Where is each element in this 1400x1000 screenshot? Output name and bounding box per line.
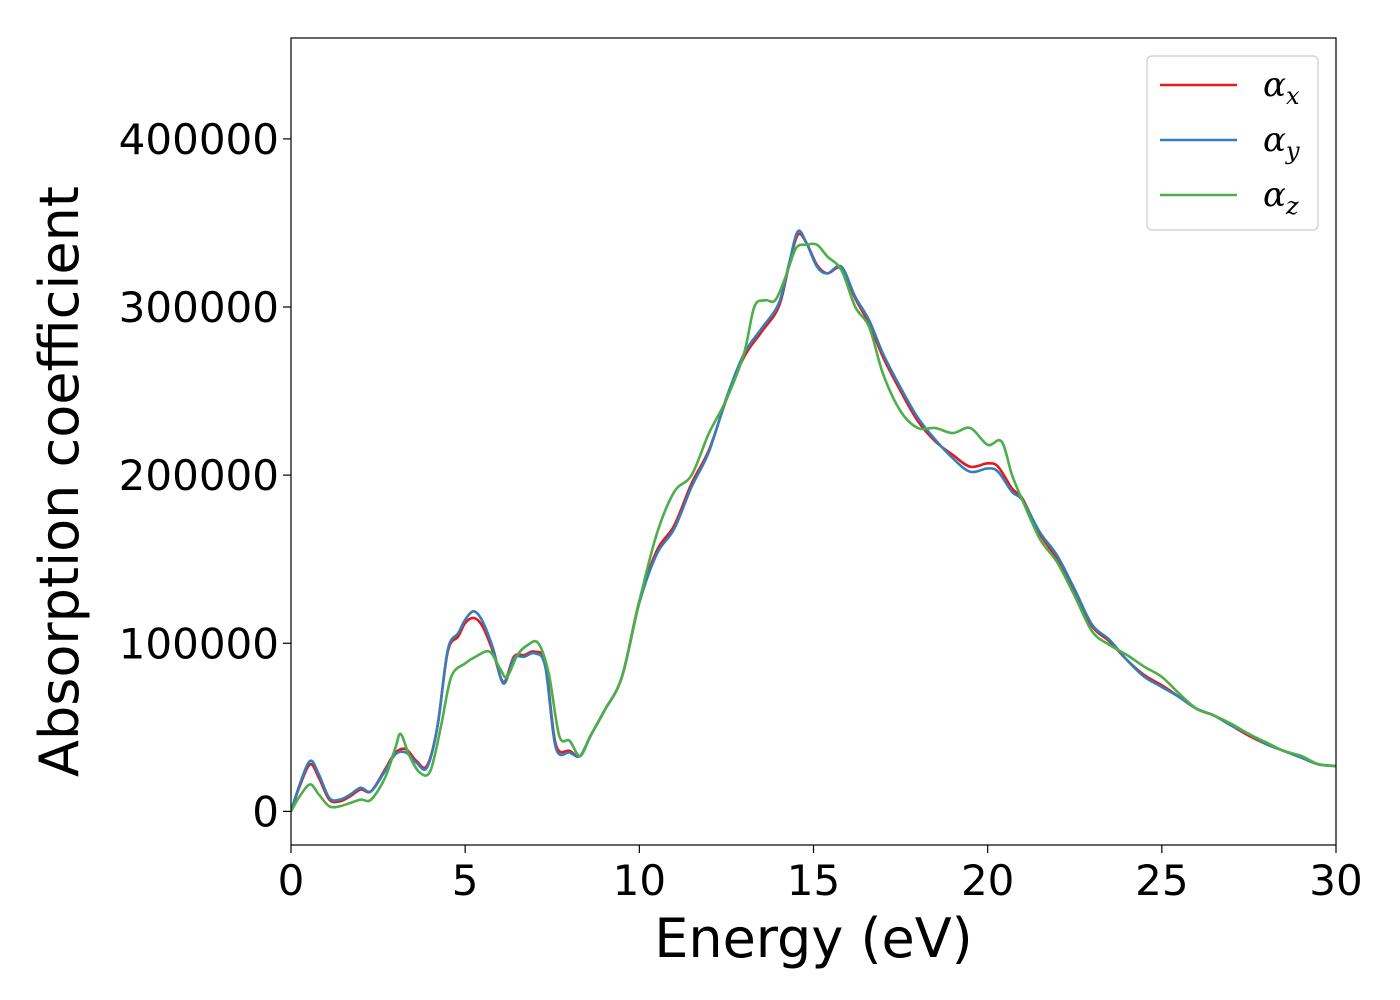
y-tick-label: 300000 — [119, 283, 279, 332]
y-tick-label: 0 — [252, 787, 279, 836]
x-tick-label: 15 — [787, 856, 840, 905]
x-axis-title: Energy (eV) — [654, 907, 973, 970]
legend-label-z: αz — [1263, 175, 1299, 220]
x-tick-label: 5 — [452, 856, 479, 905]
x-tick-label: 0 — [278, 856, 305, 905]
x-tick-label: 30 — [1309, 856, 1362, 905]
y-tick-label: 200000 — [119, 451, 279, 500]
legend-label-y: αy — [1263, 120, 1300, 165]
legend-box — [1146, 55, 1319, 231]
y-tick-label: 400000 — [119, 115, 279, 164]
series-layer — [291, 229, 1336, 813]
x-tick-label: 20 — [961, 856, 1014, 905]
legend-label-x: αx — [1263, 65, 1300, 110]
legend: αx αy αz — [1146, 55, 1319, 231]
x-tick-label: 25 — [1135, 856, 1188, 905]
series-line-z — [291, 242, 1336, 813]
x-tick-label: 10 — [613, 856, 666, 905]
x-axis-ticks: 0 5 10 15 20 25 30 — [278, 845, 1363, 905]
y-axis-ticks: 0 100000 200000 300000 400000 — [119, 115, 291, 836]
y-axis-title: Absorption coefficient — [28, 186, 91, 777]
y-tick-label: 100000 — [119, 619, 279, 668]
